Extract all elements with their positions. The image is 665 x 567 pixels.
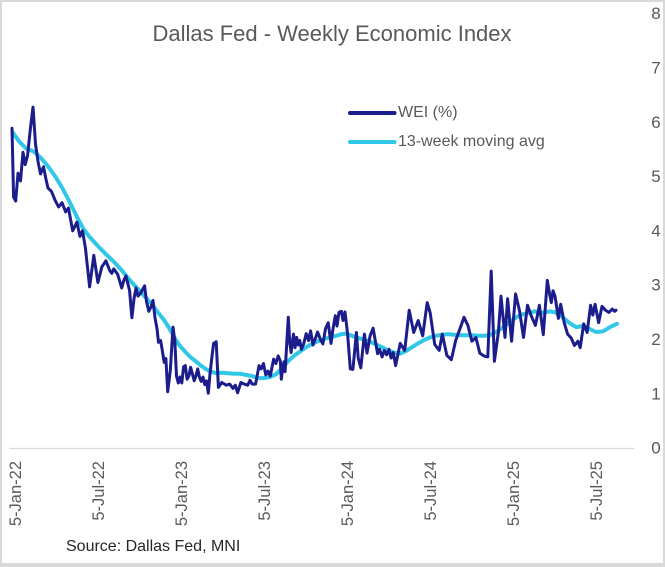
svg-text:5-Jan-24: 5-Jan-24 <box>339 461 357 526</box>
svg-text:13-week moving avg: 13-week moving avg <box>398 133 545 150</box>
svg-text:6: 6 <box>651 113 660 132</box>
svg-text:5-Jul-22: 5-Jul-22 <box>90 461 108 521</box>
svg-text:5-Jan-23: 5-Jan-23 <box>173 461 191 526</box>
svg-text:2: 2 <box>651 330 660 349</box>
svg-text:5-Jul-24: 5-Jul-24 <box>422 461 440 521</box>
svg-text:Dallas Fed - Weekly Economic I: Dallas Fed - Weekly Economic Index <box>152 21 511 46</box>
svg-text:1: 1 <box>651 384 660 403</box>
svg-text:4: 4 <box>651 221 660 240</box>
svg-text:5-Jul-23: 5-Jul-23 <box>256 461 274 521</box>
svg-text:0: 0 <box>651 439 660 458</box>
svg-text:WEI (%): WEI (%) <box>398 104 458 121</box>
svg-text:5-Jan-25: 5-Jan-25 <box>505 461 523 526</box>
svg-text:3: 3 <box>651 276 660 295</box>
svg-text:8: 8 <box>651 4 660 23</box>
svg-text:7: 7 <box>651 59 660 78</box>
svg-text:5-Jan-22: 5-Jan-22 <box>7 461 25 526</box>
svg-text:5-Jul-25: 5-Jul-25 <box>588 461 606 521</box>
svg-text:Source: Dallas Fed, MNI: Source: Dallas Fed, MNI <box>66 538 240 555</box>
svg-text:5: 5 <box>651 167 660 186</box>
